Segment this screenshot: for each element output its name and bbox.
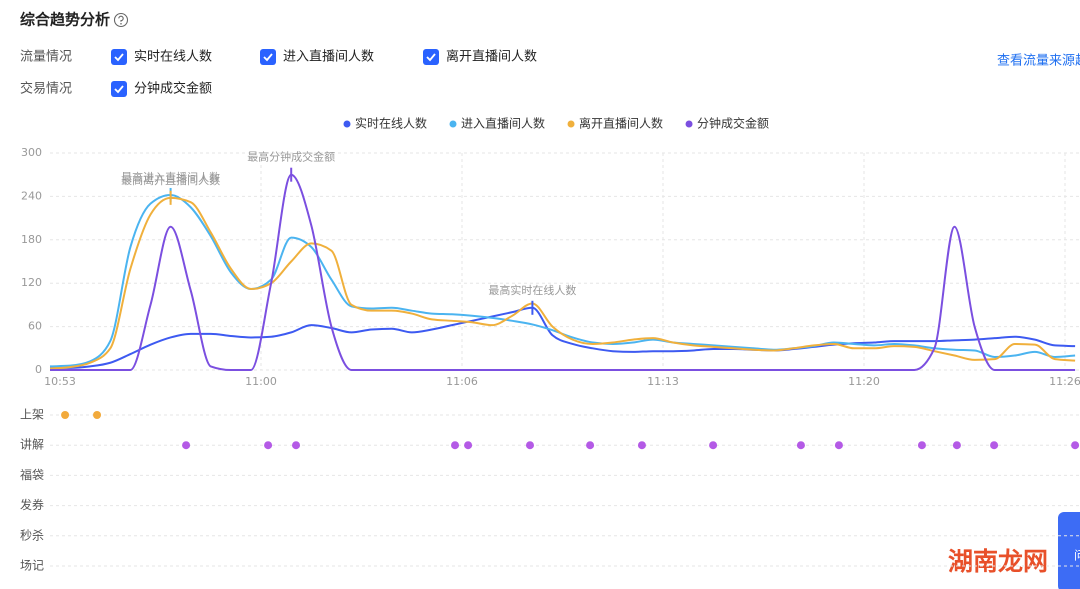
checkbox[interactable] (260, 49, 276, 65)
checkbox-check[interactable] (114, 53, 124, 62)
side-button[interactable] (1058, 512, 1080, 589)
filter-label: 流量情况 (20, 50, 72, 65)
x-tick-label: 11:00 (245, 375, 277, 388)
y-tick-label: 60 (28, 320, 42, 333)
y-tick-label: 0 (35, 363, 42, 376)
legend-dot[interactable] (343, 120, 351, 128)
legend-dot[interactable] (685, 120, 693, 128)
source-link[interactable]: 查看流量来源趋势 (997, 53, 1080, 69)
filter-label: 交易情况 (20, 81, 72, 97)
y-tick-label: 120 (21, 276, 42, 289)
filter-option[interactable]: 分钟成交金额 (134, 81, 212, 97)
panel-title: 综合趋势分析 (20, 11, 110, 29)
event-dot[interactable] (990, 441, 999, 450)
y-tick-label: 240 (21, 189, 42, 202)
side-button-label[interactable]: 问 (1074, 549, 1080, 563)
x-tick-label: 10:53 (44, 375, 76, 388)
checkbox-check[interactable] (263, 53, 273, 62)
event-dot[interactable] (264, 441, 273, 450)
event-label: 秒杀 (20, 527, 44, 542)
event-dot[interactable] (637, 441, 646, 450)
filter-option[interactable]: 进入直播间人数 (283, 50, 374, 65)
legend-label[interactable]: 离开直播间人数 (579, 116, 663, 131)
event-dot[interactable] (464, 441, 473, 450)
checkbox[interactable] (111, 49, 127, 65)
x-tick-label: 11:06 (446, 375, 478, 388)
event-dot[interactable] (292, 441, 301, 450)
event-label: 福袋 (20, 467, 44, 482)
filter-option[interactable]: 离开直播间人数 (446, 49, 537, 65)
checkbox-check[interactable] (114, 85, 124, 94)
legend-label[interactable]: 分钟成交金额 (697, 116, 769, 131)
series-line (49, 306, 1076, 369)
legend-dot[interactable] (567, 120, 575, 128)
help-icon[interactable] (113, 12, 129, 28)
peak-annotation: 最高分钟成交金额 (247, 150, 335, 164)
event-label: 发券 (20, 497, 44, 512)
legend-dot[interactable] (449, 120, 457, 128)
checkbox-check[interactable] (426, 53, 436, 62)
x-tick-label: 11:26 (1049, 375, 1080, 388)
event-dot[interactable] (1071, 441, 1080, 450)
event-dot[interactable] (917, 441, 926, 450)
peak-annotation: 最高进入直播间人数 (121, 170, 220, 184)
x-tick-label: 11:20 (848, 375, 880, 388)
peak-annotation: 最高实时在线人数 (488, 283, 576, 297)
event-dot[interactable] (952, 441, 961, 450)
event-label: 讲解 (20, 437, 44, 452)
checkbox[interactable] (111, 81, 127, 97)
y-tick-label: 180 (21, 233, 42, 246)
event-dot[interactable] (834, 441, 843, 450)
peak-annotation: 最高离开直播间人数 (121, 173, 220, 187)
event-dot[interactable] (182, 441, 191, 450)
plot-area: 实时在线人数 进入直播间人数 离开直播间人数 分钟成交金额 0 60 120 180 240 30… (21, 116, 1080, 388)
event-dot[interactable] (525, 441, 534, 450)
event-label: 场记 (20, 559, 44, 573)
series-line (49, 196, 1076, 370)
event-dot[interactable] (93, 411, 102, 419)
legend-label[interactable]: 实时在线人数 (355, 116, 427, 131)
legend-label[interactable]: 进入直播间人数 (461, 116, 545, 131)
y-tick-label: 300 (21, 146, 42, 159)
event-label: 上架 (20, 408, 44, 422)
filter-option[interactable]: 实时在线人数 (134, 50, 212, 65)
event-dot[interactable] (451, 441, 460, 450)
event-dot[interactable] (796, 441, 805, 450)
event-dot[interactable] (61, 411, 70, 419)
event-dot[interactable] (709, 441, 718, 450)
event-dot[interactable] (586, 441, 595, 450)
watermark: 湖南龙网 (948, 547, 1048, 576)
checkbox[interactable] (423, 49, 439, 65)
series-line (49, 173, 1076, 372)
x-tick-label: 11:13 (647, 375, 679, 388)
